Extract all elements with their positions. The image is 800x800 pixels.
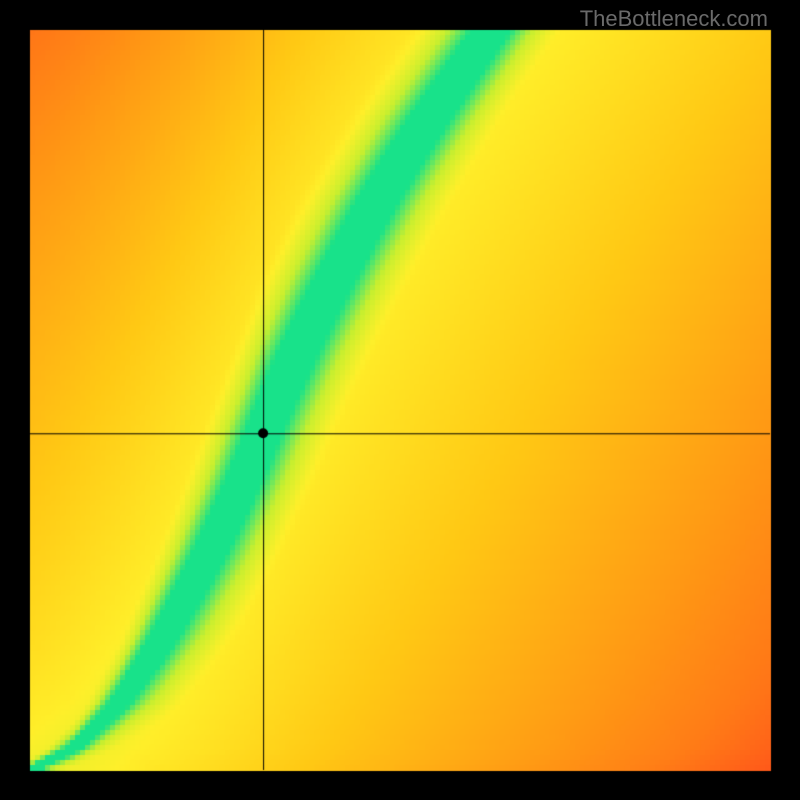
watermark-text: TheBottleneck.com <box>580 6 768 32</box>
bottleneck-heatmap <box>0 0 800 800</box>
